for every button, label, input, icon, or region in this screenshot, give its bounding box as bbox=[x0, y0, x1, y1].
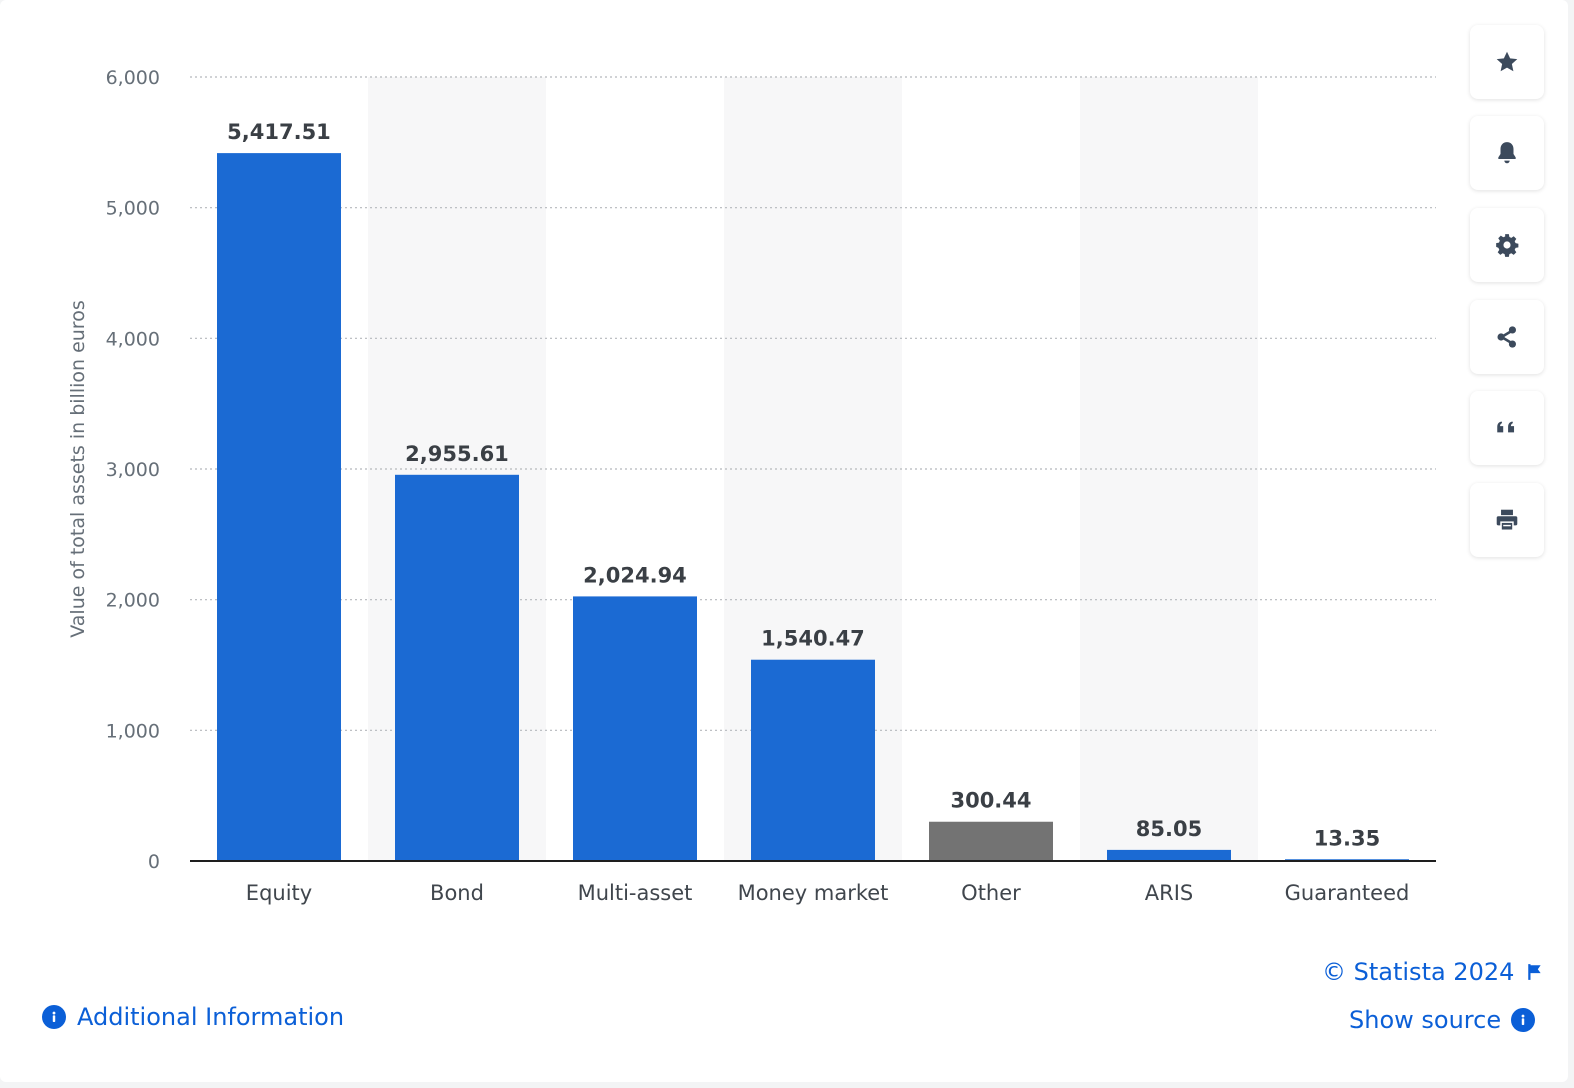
bar[interactable] bbox=[395, 474, 519, 861]
x-tick-label: ARIS bbox=[1145, 881, 1193, 905]
share-icon bbox=[1497, 326, 1516, 348]
y-tick-label: 4,000 bbox=[106, 328, 160, 350]
copyright-text: © Statista 2024 bbox=[1322, 958, 1515, 986]
y-axis-title: Value of total assets in billion euros bbox=[67, 300, 89, 637]
y-axis-ticks: 0 1,000 2,000 3,000 4,000 5,000 6,000 bbox=[106, 67, 160, 873]
notification-button[interactable] bbox=[1470, 116, 1544, 190]
x-tick-label: Guaranteed bbox=[1285, 881, 1410, 905]
value-label: 1,540.47 bbox=[761, 627, 865, 651]
share-button[interactable] bbox=[1470, 300, 1544, 374]
bar[interactable] bbox=[573, 596, 697, 861]
bar[interactable] bbox=[217, 153, 341, 861]
y-tick-label: 3,000 bbox=[106, 459, 160, 481]
favorite-button[interactable] bbox=[1470, 25, 1544, 99]
bell-icon bbox=[1498, 142, 1516, 164]
printer-icon bbox=[1496, 509, 1518, 532]
bar-chart: 0 1,000 2,000 3,000 4,000 5,000 6,000 Value of… bbox=[67, 67, 1436, 905]
y-tick-label: 6,000 bbox=[106, 67, 160, 89]
y-tick-label: 0 bbox=[148, 851, 160, 873]
category-band bbox=[1080, 77, 1258, 861]
bars bbox=[217, 153, 1409, 861]
cite-button[interactable] bbox=[1470, 391, 1544, 465]
info-icon bbox=[1511, 1008, 1536, 1032]
bar[interactable] bbox=[929, 821, 1053, 861]
value-label: 2,024.94 bbox=[583, 563, 687, 587]
x-tick-label: Bond bbox=[430, 881, 484, 905]
x-tick-label: Money market bbox=[738, 881, 889, 905]
value-labels: 5,417.51 2,955.61 2,024.94 1,540.47 300.44 85… bbox=[227, 120, 1380, 850]
y-tick-label: 5,000 bbox=[106, 198, 160, 220]
bar[interactable] bbox=[751, 659, 875, 861]
quote-icon bbox=[1497, 421, 1515, 433]
y-tick-label: 2,000 bbox=[106, 590, 160, 612]
copyright-link[interactable]: © Statista 2024 bbox=[1322, 958, 1544, 986]
value-label: 300.44 bbox=[950, 789, 1031, 813]
x-tick-label: Equity bbox=[246, 881, 312, 905]
star-icon bbox=[1496, 51, 1518, 72]
x-tick-label: Multi-asset bbox=[578, 881, 693, 905]
gear-icon bbox=[1496, 234, 1519, 257]
value-label: 2,955.61 bbox=[405, 442, 509, 466]
flag-icon bbox=[1528, 964, 1542, 980]
y-tick-label: 1,000 bbox=[106, 720, 160, 742]
value-label: 5,417.51 bbox=[227, 120, 331, 144]
value-label: 13.35 bbox=[1314, 826, 1380, 850]
show-source-text: Show source bbox=[1349, 1006, 1502, 1034]
bar[interactable] bbox=[1107, 849, 1231, 861]
info-icon bbox=[42, 1005, 66, 1029]
print-button[interactable] bbox=[1470, 483, 1544, 557]
value-label: 85.05 bbox=[1136, 817, 1202, 841]
settings-button[interactable] bbox=[1470, 208, 1544, 282]
x-tick-label: Other bbox=[961, 881, 1021, 905]
additional-info-link[interactable]: Additional Information bbox=[42, 1003, 344, 1031]
show-source-link[interactable]: Show source bbox=[1349, 1006, 1536, 1034]
additional-info-text: Additional Information bbox=[77, 1003, 345, 1031]
x-axis-labels: Equity Bond Multi-asset Money market Other AR… bbox=[246, 881, 1410, 905]
